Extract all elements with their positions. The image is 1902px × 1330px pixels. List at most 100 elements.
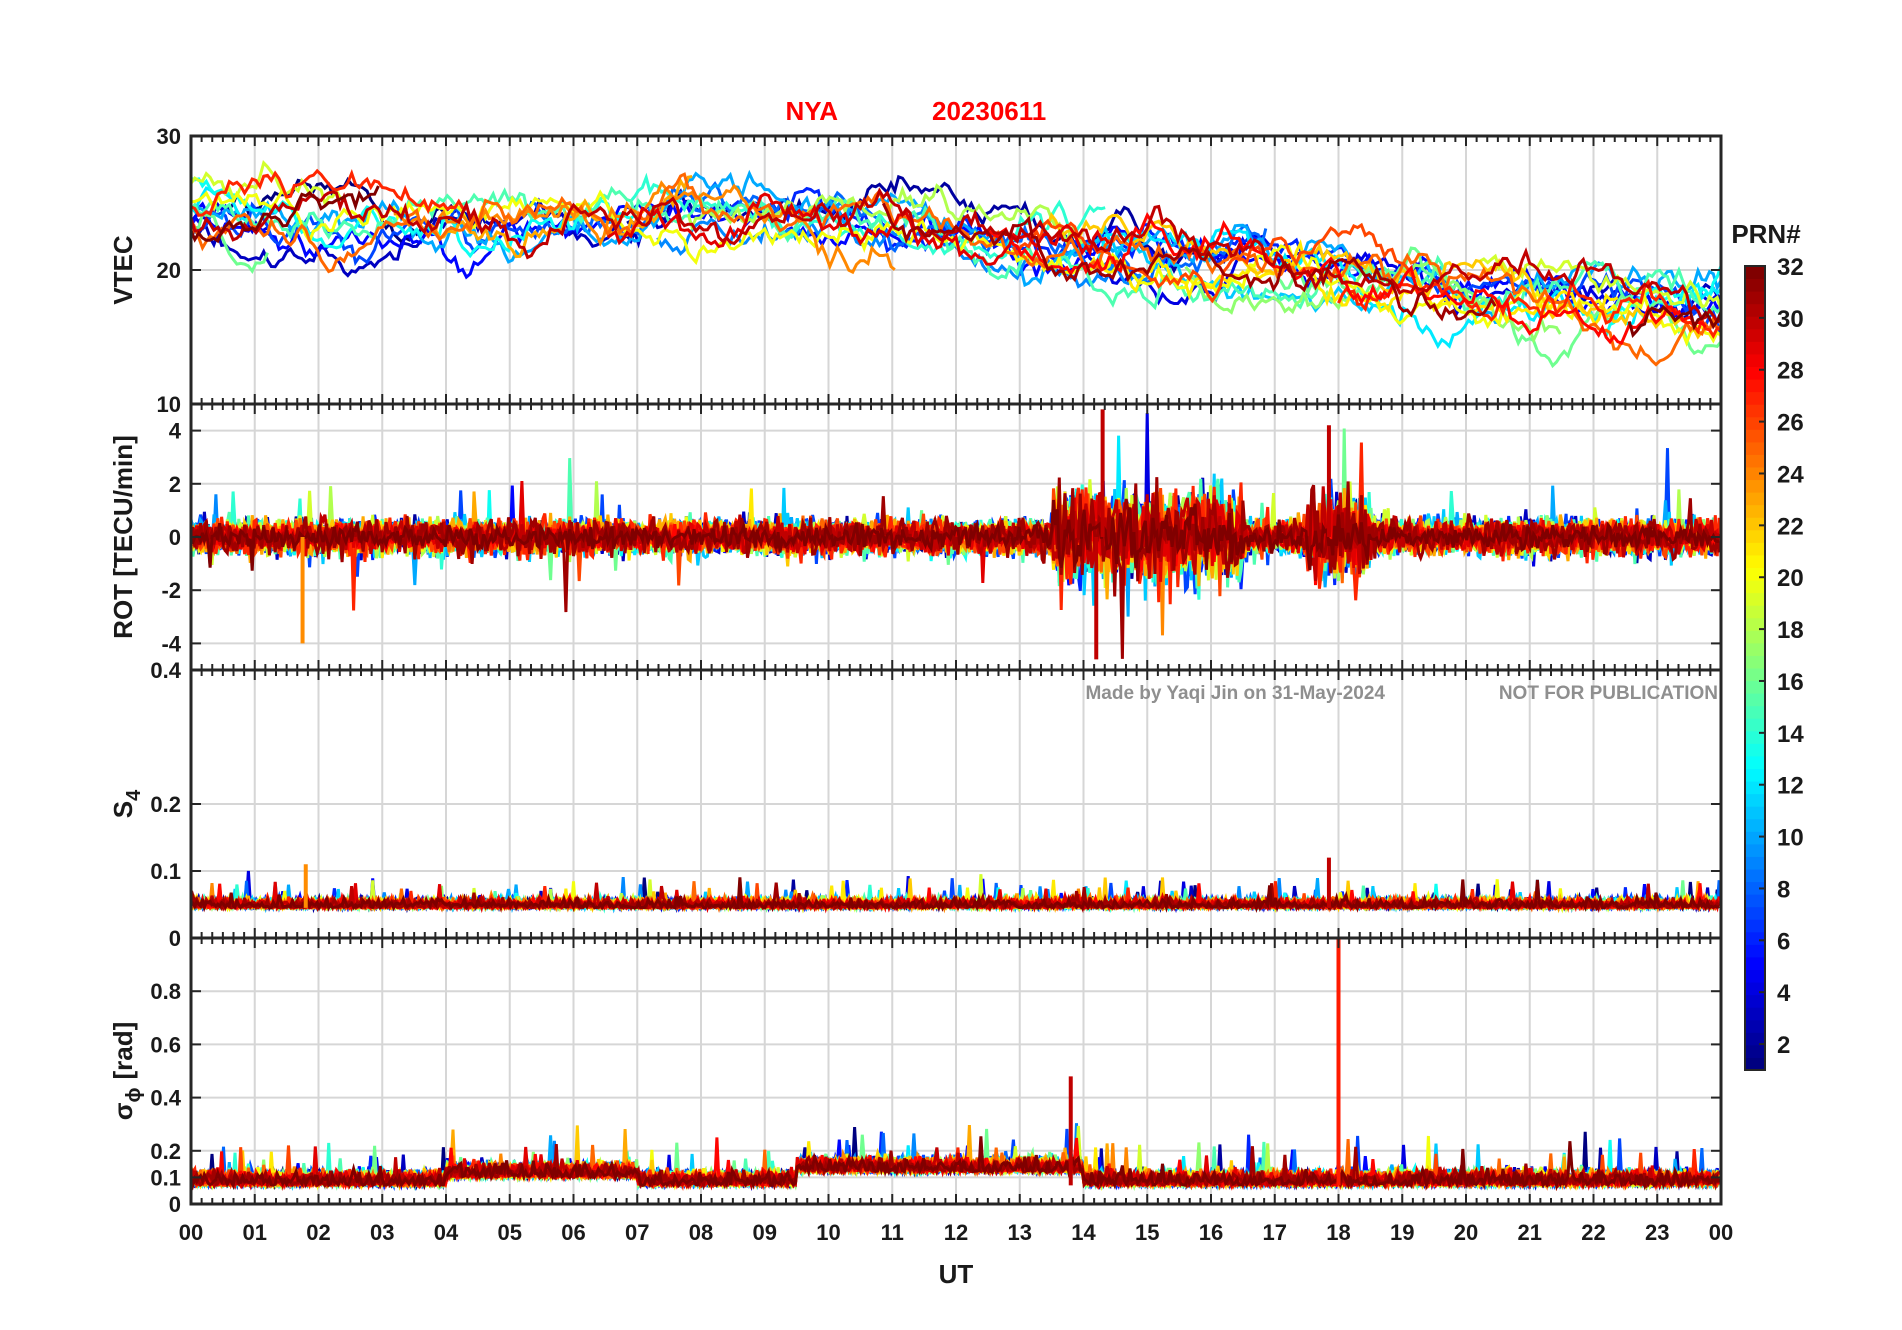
colorbar-tick-label: 30 — [1777, 306, 1804, 333]
colorbar-cell — [1745, 467, 1765, 481]
x-tick-label: 21 — [1518, 1220, 1542, 1245]
colorbar-cell — [1745, 793, 1765, 807]
series-line — [191, 877, 1720, 914]
colorbar-cell — [1745, 630, 1765, 644]
colorbar-tick-label: 26 — [1777, 410, 1804, 437]
colorbar-cell — [1745, 843, 1765, 857]
series-vtec — [191, 159, 1721, 369]
y-tick-label: 0.1 — [150, 1165, 181, 1190]
colorbar-tick-label: 6 — [1777, 928, 1790, 955]
x-tick-label: 19 — [1390, 1220, 1414, 1245]
colorbar-cell — [1745, 856, 1765, 870]
x-tick-label: 11 — [881, 1220, 904, 1245]
series-line — [191, 198, 1721, 318]
colorbar-cell — [1745, 818, 1765, 832]
colorbar-cell — [1745, 580, 1765, 594]
colorbar-cell — [1745, 492, 1765, 506]
x-tick-label: 00 — [1709, 1220, 1733, 1245]
watermark-author: Made by Yaqi Jin on 31-May-2024 — [1085, 683, 1385, 704]
x-tick-label: 13 — [1008, 1220, 1032, 1245]
y-tick-label: 20 — [157, 258, 181, 283]
x-ticks-sigphi — [190, 938, 1722, 1204]
colorbar-cell — [1745, 869, 1765, 883]
colorbar-cell — [1745, 366, 1765, 380]
colorbar-cell — [1745, 266, 1765, 280]
colorbar-cell — [1745, 278, 1765, 292]
colorbar-cell — [1745, 416, 1765, 430]
colorbar-cell — [1745, 781, 1765, 795]
colorbar-cell — [1745, 617, 1765, 631]
colorbar-cell — [1745, 881, 1765, 895]
colorbar-cell — [1745, 894, 1765, 908]
colorbar-cell — [1745, 353, 1765, 367]
colorbar-tick-label: 2 — [1777, 1032, 1790, 1059]
colorbar-cell — [1745, 404, 1765, 418]
colorbar-cell — [1745, 831, 1765, 845]
colorbar-cell — [1745, 969, 1765, 983]
panel-sigphi: 00.10.2 0.4 0.6 0.8σϕ[rad] — [108, 936, 1723, 1217]
series-line — [626, 174, 1229, 275]
colorbar-tick-label: 8 — [1777, 876, 1790, 903]
x-tick-label: 06 — [561, 1220, 585, 1245]
colorbar-cell — [1745, 1019, 1765, 1033]
x-axis-label: UT — [939, 1259, 974, 1289]
panel-vtec: 10 20 30 VTEC — [108, 124, 1723, 417]
colorbar-cell — [1745, 517, 1765, 531]
colorbar-cell — [1745, 1032, 1765, 1046]
colorbar-tick-label: 14 — [1777, 721, 1804, 748]
colorbar-cell — [1745, 931, 1765, 945]
y-tick-label: 0.6 — [150, 1032, 181, 1057]
series-line — [607, 192, 1111, 266]
colorbar-cell — [1745, 441, 1765, 455]
colorbar-cell — [1745, 668, 1765, 682]
watermark-notice: NOT FOR PUBLICATION — [1499, 683, 1718, 704]
x-tick-label: 15 — [1135, 1220, 1159, 1245]
x-tick-label: 17 — [1263, 1220, 1287, 1245]
colorbar-cell — [1745, 730, 1765, 744]
colorbar-cell — [1745, 316, 1765, 330]
colorbar-cell — [1745, 391, 1765, 405]
y-tick-label: 0.8 — [150, 979, 181, 1004]
y-axis-label-vtec: VTEC — [108, 235, 138, 305]
y-tick-label: 10 — [157, 392, 181, 417]
colorbar-cell — [1745, 1007, 1765, 1021]
x-tick-label: 01 — [243, 1220, 267, 1245]
colorbar-tick-label: 10 — [1777, 825, 1804, 852]
colorbar-cell — [1745, 429, 1765, 443]
y-tick-label: 4 — [169, 419, 182, 444]
colorbar-cell — [1745, 479, 1765, 493]
colorbar-cell — [1745, 1044, 1765, 1058]
y-tick-label: 0.4 — [150, 658, 181, 683]
colorbar-tick-label: 4 — [1777, 980, 1791, 1007]
series-line — [1012, 218, 1417, 304]
colorbar-cell — [1745, 806, 1765, 820]
colorbar-cell — [1745, 341, 1765, 355]
x-tick-label: 08 — [689, 1220, 713, 1245]
colorbar-tick-label: 24 — [1777, 461, 1804, 488]
series-line — [985, 211, 1707, 346]
colorbar-cell — [1745, 994, 1765, 1008]
colorbar-tick-label: 16 — [1777, 669, 1804, 696]
colorbar-tick-label: 20 — [1777, 565, 1804, 592]
panel-s4: 0 0.1 0.2 0.4 S4 — [108, 658, 1723, 951]
colorbar-cell — [1745, 919, 1765, 933]
x-tick-label: 09 — [753, 1220, 777, 1245]
x-tick-label: 14 — [1071, 1220, 1096, 1245]
x-tick-label: 00 — [179, 1220, 203, 1245]
series-sigphi — [191, 938, 1721, 1192]
colorbar-cell — [1745, 328, 1765, 342]
x-tick-label: 05 — [498, 1220, 522, 1245]
y-tick-label: 0.4 — [150, 1086, 181, 1111]
panel-rot: -4 -2 0 2 4 ROT [TECU/min] — [108, 402, 1723, 672]
colorbar-cell — [1745, 693, 1765, 707]
colorbar-cell — [1745, 705, 1765, 719]
x-tick-label: 02 — [306, 1220, 330, 1245]
y-axis-label-rot: ROT [TECU/min] — [108, 435, 138, 639]
colorbar-cell — [1745, 454, 1765, 468]
colorbar-label: PRN# — [1731, 219, 1801, 249]
x-tick-label: 18 — [1326, 1220, 1350, 1245]
y-tick-label: 0 — [169, 926, 181, 951]
x-tick-label: 10 — [816, 1220, 840, 1245]
